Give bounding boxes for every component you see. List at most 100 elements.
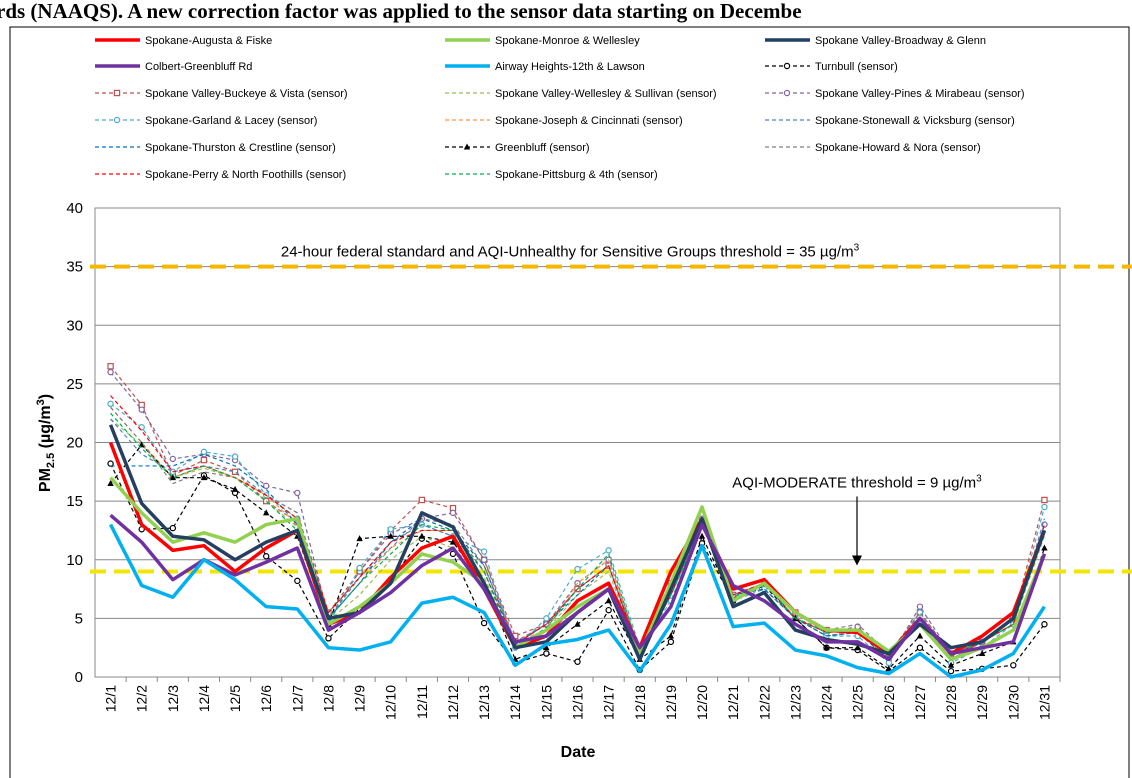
y-label-main: PM	[37, 468, 54, 492]
x-tick-label: 12/8	[320, 685, 336, 712]
x-tick-label: 12/1	[103, 685, 119, 712]
x-tick-label: 12/12	[445, 685, 461, 720]
legend-label: Spokane Valley-Pines & Mirabeau (sensor)	[815, 88, 1025, 100]
legend-label: Spokane Valley-Wellesley & Sullivan (sen…	[495, 88, 717, 100]
x-tick-label: 12/10	[383, 685, 399, 720]
point-marker	[916, 603, 924, 610]
point-marker	[231, 485, 239, 492]
point-marker	[574, 658, 581, 665]
point-marker	[449, 509, 457, 517]
x-tick-label: 12/31	[1036, 685, 1052, 720]
point-marker	[1041, 503, 1048, 511]
legend-label: Spokane-Perry & North Foothills (sensor)	[145, 169, 346, 181]
x-tick-label: 12/18	[632, 685, 648, 720]
point-marker	[107, 480, 114, 487]
point-marker	[294, 577, 301, 585]
y-tick-label: 20	[66, 435, 83, 452]
point-marker	[113, 89, 121, 97]
y-axis-label: PM2.5 (µg/m3)	[35, 394, 57, 492]
legend-label: Spokane-Augusta & Fiske	[145, 35, 272, 47]
x-tick-label: 12/2	[134, 685, 150, 712]
point-marker	[543, 650, 550, 657]
point-marker	[200, 474, 208, 481]
point-marker	[294, 489, 301, 497]
x-tick-label: 12/5	[227, 685, 243, 712]
legend-label: Spokane-Stonewall & Vicksburg (sensor)	[815, 115, 1015, 127]
x-tick-label: 12/17	[601, 685, 617, 720]
series-line	[110, 395, 1046, 657]
point-marker	[667, 632, 675, 639]
point-marker	[1041, 621, 1048, 628]
y-tick-label: 15	[66, 493, 83, 510]
x-tick-label: 12/25	[850, 685, 866, 720]
point-marker	[667, 638, 675, 646]
x-tick-label: 12/20	[694, 685, 710, 720]
x-tick-label: 12/22	[756, 685, 772, 720]
point-marker	[449, 538, 457, 545]
point-marker	[1041, 496, 1048, 504]
point-marker	[480, 619, 488, 627]
x-tick-label: 12/9	[352, 685, 368, 712]
point-marker	[231, 453, 239, 460]
point-marker	[543, 644, 550, 651]
y-label-sup: 3	[35, 399, 47, 405]
annotation-sup: 3	[854, 243, 860, 254]
point-marker	[138, 406, 145, 413]
point-marker	[325, 635, 332, 642]
x-tick-label: 12/3	[165, 685, 181, 712]
y-tick-label: 30	[66, 317, 83, 334]
point-marker	[169, 524, 177, 532]
point-marker	[418, 496, 426, 504]
point-marker	[916, 644, 924, 651]
chart-frame	[9, 26, 1130, 778]
y-label-sub: 2.5	[45, 453, 57, 468]
plot-border	[94, 207, 1061, 678]
x-tick-label: 12/27	[912, 685, 928, 720]
annotation-text: 24-hour federal standard and AQI-Unhealt…	[281, 244, 854, 261]
point-marker	[543, 615, 550, 622]
point-marker	[463, 143, 471, 150]
series-line	[110, 412, 1046, 657]
x-axis-label: Date	[561, 744, 596, 761]
y-tick-label: 10	[66, 552, 83, 569]
point-marker	[263, 482, 270, 490]
point-marker	[263, 553, 270, 560]
point-marker	[113, 116, 121, 124]
legend-label: Spokane-Garland & Lacey (sensor)	[145, 115, 317, 127]
x-tick-label: 12/23	[787, 685, 803, 720]
point-marker	[1010, 662, 1017, 669]
point-marker	[854, 644, 861, 651]
point-marker	[263, 509, 270, 516]
point-marker	[605, 547, 612, 554]
y-tick-label: 40	[66, 200, 83, 217]
x-tick-label: 12/13	[476, 685, 492, 720]
point-marker	[169, 455, 177, 463]
point-marker	[200, 448, 208, 456]
point-marker	[605, 597, 612, 604]
point-marker	[783, 62, 791, 70]
point-marker	[356, 535, 363, 542]
point-marker	[418, 532, 426, 539]
legend: Spokane-Augusta & Fiske Spokane-Monroe & …	[95, 35, 1025, 181]
legend-label: Spokane-Thurston & Crestline (sensor)	[145, 142, 336, 154]
x-tick-label: 12/28	[943, 685, 959, 720]
x-tick-label: 12/30	[1005, 685, 1021, 720]
series-line	[109, 523, 1046, 679]
x-tick-label: 12/7	[289, 685, 305, 712]
y-tick-label: 25	[66, 376, 83, 393]
point-marker	[387, 526, 394, 533]
point-marker	[947, 661, 955, 668]
point-marker	[200, 456, 208, 464]
point-marker	[387, 532, 394, 539]
y-label-rest: (µg/m	[37, 405, 54, 452]
series-line	[109, 513, 1047, 662]
y-tick-label: 5	[75, 610, 83, 627]
legend-label: Spokane Valley-Buckeye & Vista (sensor)	[145, 88, 348, 100]
x-tick-label: 12/4	[196, 685, 212, 712]
point-marker	[1041, 544, 1048, 551]
legend-label: Spokane Valley-Broadway & Glenn	[815, 35, 986, 47]
header-text: rds (NAAQS). A new correction factor was…	[0, 0, 802, 23]
point-marker	[698, 532, 706, 539]
point-marker	[169, 474, 177, 481]
